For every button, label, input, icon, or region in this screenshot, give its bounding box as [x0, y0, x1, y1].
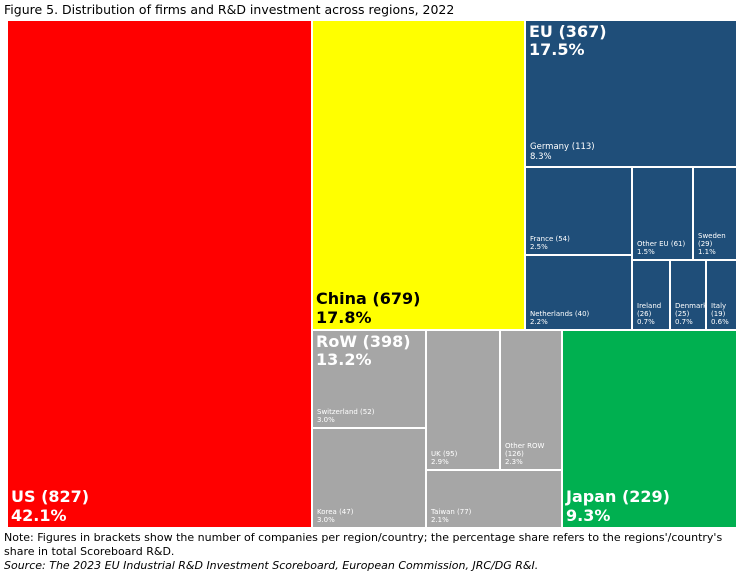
cell-label: Other ROW (126) 2.3% [505, 442, 559, 466]
node-share: 0.6% [711, 317, 729, 326]
node-share: 2.2% [530, 317, 548, 326]
node-share: 3.0% [317, 415, 335, 424]
treemap-subcell: Germany (113) 8.3% [525, 20, 737, 167]
node-name: Ireland (26) [637, 301, 662, 318]
cell-label: Taiwan (77) 2.1% [431, 508, 559, 524]
treemap-subcell: France (54) 2.5% [525, 167, 632, 255]
cell-label: France (54) 2.5% [530, 235, 629, 251]
treemap-subcell: Switzerland (52) 3.0% [312, 330, 426, 428]
treemap-subcell: Italy (19) 0.6% [706, 260, 737, 330]
cell-label: Switzerland (52) 3.0% [317, 408, 423, 424]
cell-label: Italy (19) 0.6% [711, 302, 734, 326]
node-share: 1.5% [637, 247, 655, 256]
cell-label: Ireland (26) 0.7% [637, 302, 667, 326]
node-name: Denmark (25) [675, 301, 708, 318]
node-share: 2.5% [530, 242, 548, 251]
cell-label: Other EU (61) 1.5% [637, 240, 690, 256]
node-share: 2.3% [505, 457, 523, 466]
chart-title: Figure 5. Distribution of firms and R&D … [4, 2, 455, 17]
node-share: 8.3% [530, 152, 552, 163]
treemap-subcell: Sweden (29) 1.1% [693, 167, 737, 260]
treemap-subcell: Denmark (25) 0.7% [670, 260, 708, 330]
cell-label: Korea (47) 3.0% [317, 508, 423, 524]
treemap-subcell: Other ROW (126) 2.3% [500, 330, 562, 470]
treemap-subcell: Korea (47) 3.0% [312, 428, 426, 528]
treemap-cell [562, 330, 737, 528]
node-share: 0.7% [675, 317, 693, 326]
node-share: 2.1% [431, 515, 449, 524]
node-name: Germany (113) [530, 142, 595, 153]
node-name: France (54) [530, 234, 570, 243]
note: Note: Figures in brackets show the numbe… [4, 531, 723, 558]
node-name: Taiwan (77) [431, 507, 472, 516]
treemap-subcell: Netherlands (40) 2.2% [525, 255, 632, 330]
node-name: Italy (19) [711, 301, 727, 318]
cell-label: Germany (113) 8.3% [530, 143, 734, 163]
treemap-subcell: Taiwan (77) 2.1% [426, 470, 562, 528]
node-share: 1.1% [698, 247, 716, 256]
node-name: Korea (47) [317, 507, 354, 516]
node-share: 2.9% [431, 457, 449, 466]
node-name: Other ROW (126) [505, 441, 545, 458]
node-name: Other EU (61) [637, 239, 686, 248]
source: Source: The 2023 EU Industrial R&D Inves… [4, 559, 539, 572]
node-name: Switzerland (52) [317, 407, 375, 416]
node-share: 0.7% [637, 317, 655, 326]
cell-label: Netherlands (40) 2.2% [530, 310, 629, 326]
node-share: 3.0% [317, 515, 335, 524]
treemap-subcell: Ireland (26) 0.7% [632, 260, 670, 330]
treemap-subcell: UK (95) 2.9% [426, 330, 500, 470]
treemap-subcell: Other EU (61) 1.5% [632, 167, 693, 260]
cell-label: Denmark (25) 0.7% [675, 301, 708, 326]
treemap-cell [7, 20, 312, 528]
treemap-cell [312, 20, 525, 330]
node-name: Netherlands (40) [530, 309, 590, 318]
cell-label: Sweden (29) 1.1% [698, 232, 734, 256]
cell-label: UK (95) 2.9% [431, 450, 497, 466]
node-name: Sweden (29) [698, 231, 726, 248]
node-name: UK (95) [431, 449, 458, 458]
